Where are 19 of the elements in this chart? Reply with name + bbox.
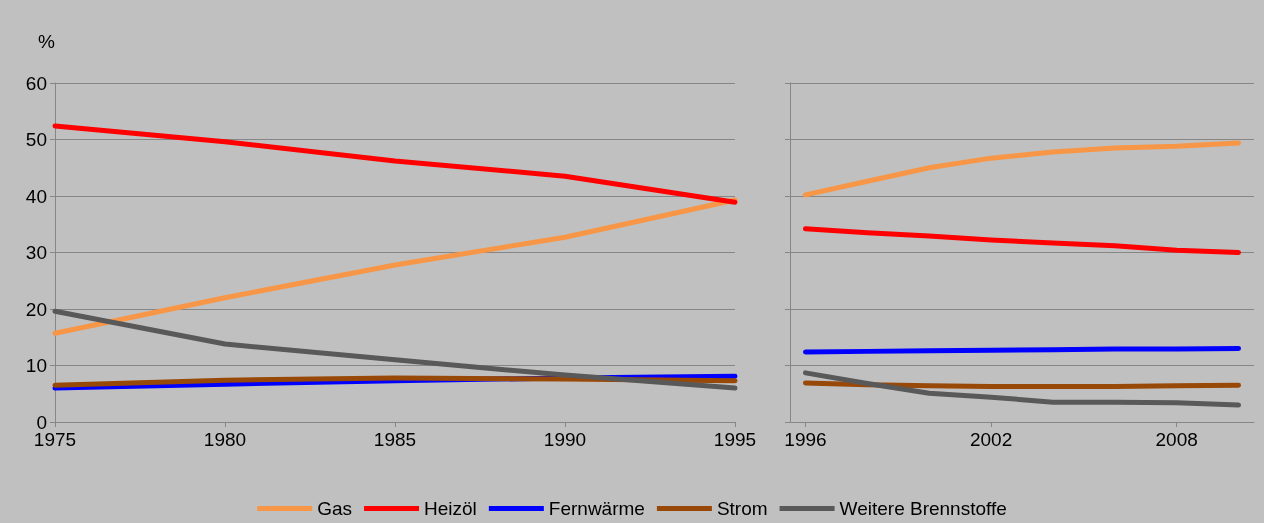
y-tick-label: 10 <box>25 355 47 376</box>
y-tick-label: 40 <box>25 185 47 207</box>
legend-label: Heizöl <box>424 498 477 519</box>
x-tick-label: 1996 <box>784 429 827 450</box>
x-tick-label: 1995 <box>713 429 757 450</box>
x-tick-label: 2008 <box>1155 429 1198 450</box>
x-tick-label: 2002 <box>969 429 1013 450</box>
y-axis-title: % <box>38 31 56 52</box>
y-tick-label: 30 <box>25 242 47 263</box>
legend-label: Fernwärme <box>548 498 645 519</box>
x-tick-label: 1980 <box>203 429 247 450</box>
legend-label: Weitere Brennstoffe <box>839 498 1007 519</box>
x-tick-label: 1985 <box>373 429 417 450</box>
legend-label: Strom <box>716 498 768 519</box>
y-tick-label: 60 <box>25 72 47 94</box>
legend-label: Gas <box>317 498 353 519</box>
y-tick-label: 20 <box>25 298 47 320</box>
x-tick-label: 1990 <box>543 429 587 450</box>
y-tick-label: 50 <box>25 129 47 150</box>
